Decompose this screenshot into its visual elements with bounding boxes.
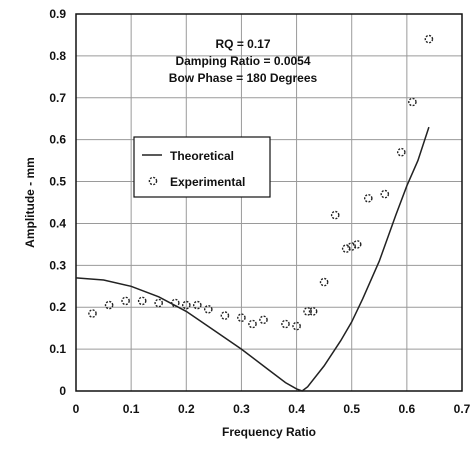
x-tick-label: 0.2 xyxy=(178,402,195,416)
experimental-point xyxy=(121,296,130,306)
annotation-rq: RQ = 0.17 xyxy=(215,37,270,51)
experimental-point xyxy=(259,315,268,325)
y-tick-label: 0.4 xyxy=(49,216,66,230)
legend-theoretical-label: Theoretical xyxy=(170,149,234,163)
x-tick-label: 0.7 xyxy=(454,402,471,416)
y-tick-label: 0.9 xyxy=(49,7,66,21)
legend-box xyxy=(133,136,271,198)
x-axis-ticks: 0 0.1 0.2 0.3 0.4 0.5 0.6 0.7 xyxy=(73,402,471,416)
experimental-point xyxy=(220,311,230,320)
experimental-point xyxy=(352,240,362,249)
annotation-bow-phase: Bow Phase = 180 Degrees xyxy=(169,71,318,85)
experimental-point xyxy=(292,321,301,331)
x-tick-label: 0.4 xyxy=(288,402,305,416)
y-tick-label: 0.5 xyxy=(49,175,66,189)
experimental-point xyxy=(170,298,180,308)
y-axis-ticks: 0 0.1 0.2 0.3 0.4 0.5 0.6 0.7 0.8 0.9 xyxy=(49,7,66,398)
x-axis-title: Frequency Ratio xyxy=(222,425,316,439)
y-tick-label: 0.7 xyxy=(49,91,66,105)
experimental-point xyxy=(408,97,417,107)
experimental-point xyxy=(237,313,246,323)
y-tick-label: 0.3 xyxy=(49,258,66,272)
y-axis-title: Amplitude - mm xyxy=(23,157,37,248)
annotation-damping-ratio: Damping Ratio = 0.0054 xyxy=(175,54,310,68)
y-tick-label: 0.6 xyxy=(49,133,66,147)
legend-experimental-label: Experimental xyxy=(170,175,245,189)
theoretical-curve xyxy=(75,126,430,392)
experimental-point xyxy=(308,307,318,316)
y-tick-label: 0.1 xyxy=(49,342,66,356)
series-layer xyxy=(75,34,434,392)
experimental-point xyxy=(137,296,147,306)
experimental-point xyxy=(341,244,351,253)
experimental-point xyxy=(363,193,373,203)
experimental-point xyxy=(303,307,312,316)
x-tick-label: 0.1 xyxy=(123,402,140,416)
experimental-point xyxy=(154,298,163,308)
experimental-point xyxy=(192,300,202,310)
experimental-point xyxy=(330,210,340,220)
experimental-point xyxy=(424,34,434,44)
x-tick-label: 0.6 xyxy=(399,402,416,416)
y-tick-label: 0.8 xyxy=(49,49,66,63)
legend: Theoretical Experimental xyxy=(133,136,271,198)
experimental-point xyxy=(347,242,357,251)
experimental-point xyxy=(319,277,329,287)
experimental-point xyxy=(203,304,213,314)
legend-experimental-marker xyxy=(148,176,158,186)
experimental-point xyxy=(88,309,97,318)
x-tick-label: 0 xyxy=(73,402,80,416)
y-tick-label: 0.2 xyxy=(49,300,66,314)
experimental-point xyxy=(181,300,191,310)
plot-frame xyxy=(75,13,463,392)
experimental-point xyxy=(248,319,257,329)
experimental-point xyxy=(380,189,390,199)
y-tick-label: 0 xyxy=(59,384,66,398)
x-tick-label: 0.5 xyxy=(343,402,360,416)
experimental-point xyxy=(281,319,290,329)
experimental-point xyxy=(396,147,406,157)
x-tick-label: 0.3 xyxy=(233,402,250,416)
experimental-point xyxy=(104,300,114,310)
